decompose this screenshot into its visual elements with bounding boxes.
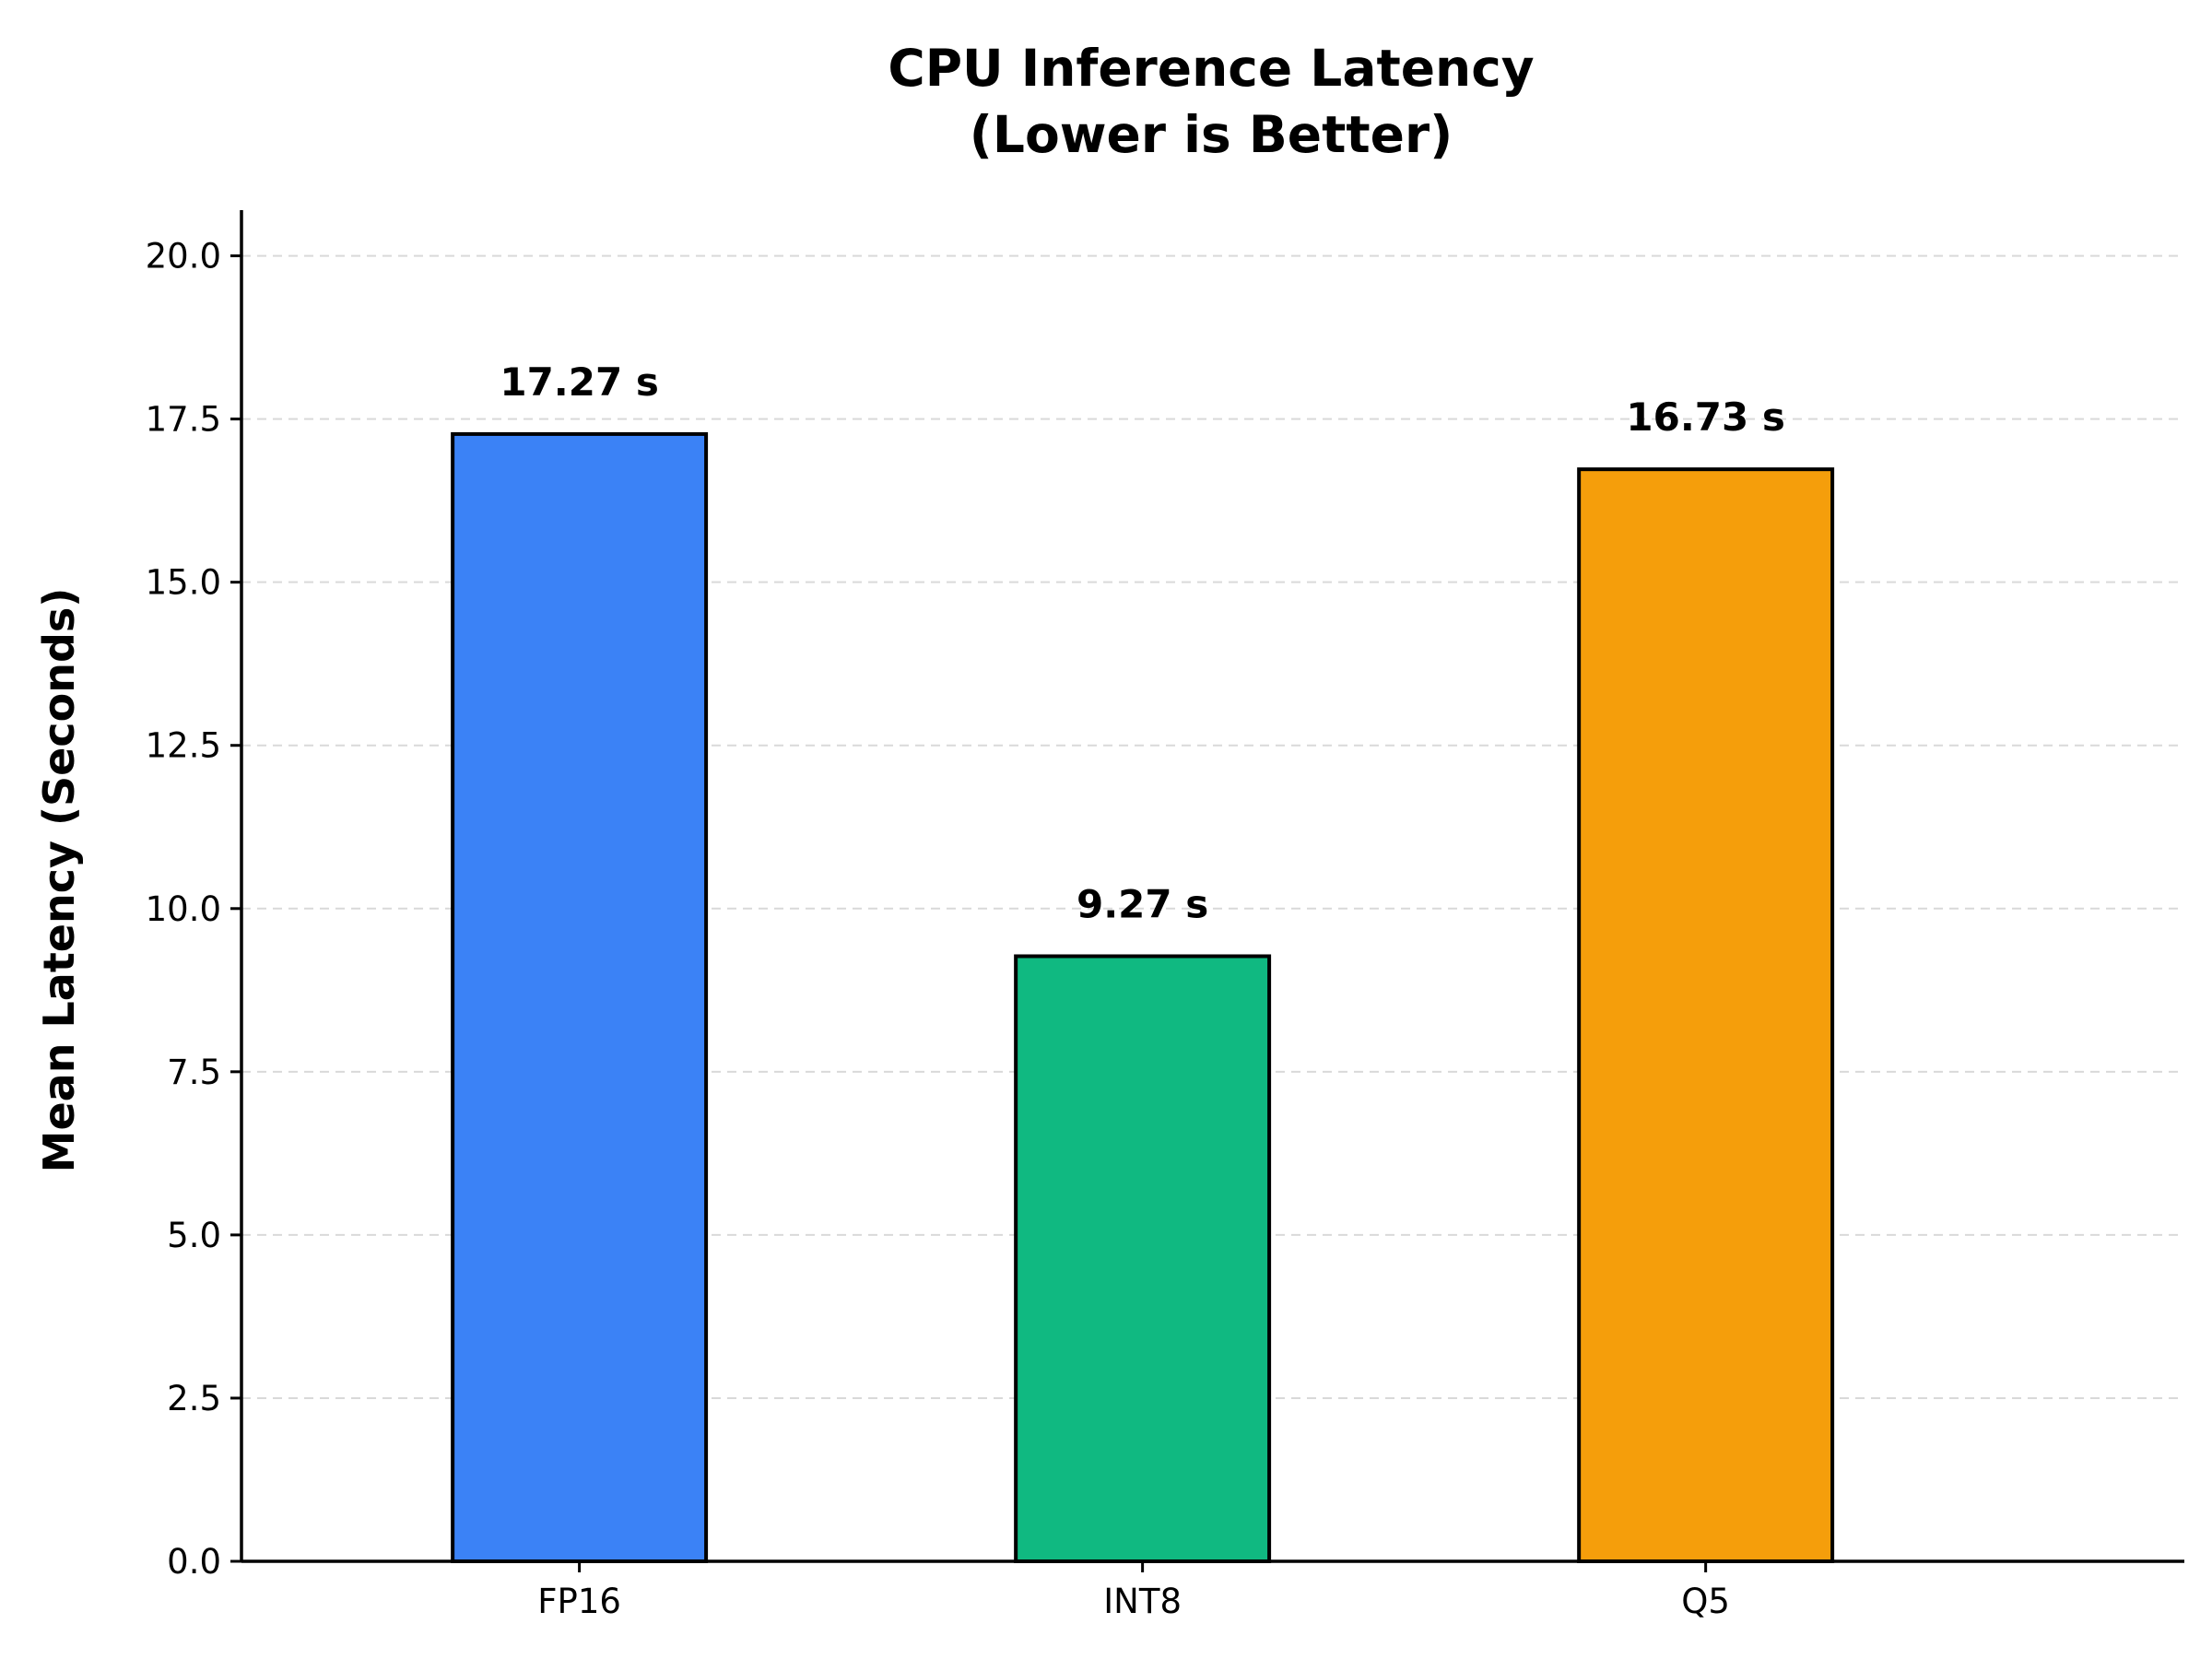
y-tick-label: 20.0 xyxy=(146,237,221,276)
y-tick-label: 15.0 xyxy=(146,563,221,603)
x-tick-label: INT8 xyxy=(1103,1582,1182,1621)
y-axis-label: Mean Latency (Seconds) xyxy=(34,588,84,1173)
y-tick-label: 7.5 xyxy=(167,1053,221,1092)
x-axis-ticks: FP16 INT8 Q5 xyxy=(537,1561,1730,1621)
y-tick-label: 17.5 xyxy=(146,400,221,440)
bar-q5 xyxy=(1577,467,1835,1563)
x-tick-label: FP16 xyxy=(537,1582,621,1621)
x-tick-label: Q5 xyxy=(1681,1582,1730,1621)
y-tick-label: 2.5 xyxy=(167,1379,221,1418)
data-label-q5: 16.73 s xyxy=(1626,394,1784,440)
data-labels: 17.27 s 9.27 s 16.73 s xyxy=(500,359,1785,927)
y-tick-label: 10.0 xyxy=(146,889,221,929)
bar-int8 xyxy=(1014,954,1272,1563)
chart-title-line-1: CPU Inference Latency xyxy=(888,39,1534,98)
y-tick-label: 12.5 xyxy=(146,726,221,766)
bar-fp16 xyxy=(451,431,709,1564)
data-label-int8: 9.27 s xyxy=(1077,881,1208,926)
y-axis-ticks: 0.0 2.5 5.0 7.5 10.0 12.5 15.0 17.5 20.0 xyxy=(146,237,241,1582)
data-label-fp16: 17.27 s xyxy=(500,359,658,405)
chart-title-line-2: (Lower is Better) xyxy=(970,105,1453,164)
y-tick-label: 5.0 xyxy=(167,1216,221,1255)
y-tick-label: 0.0 xyxy=(167,1542,221,1582)
